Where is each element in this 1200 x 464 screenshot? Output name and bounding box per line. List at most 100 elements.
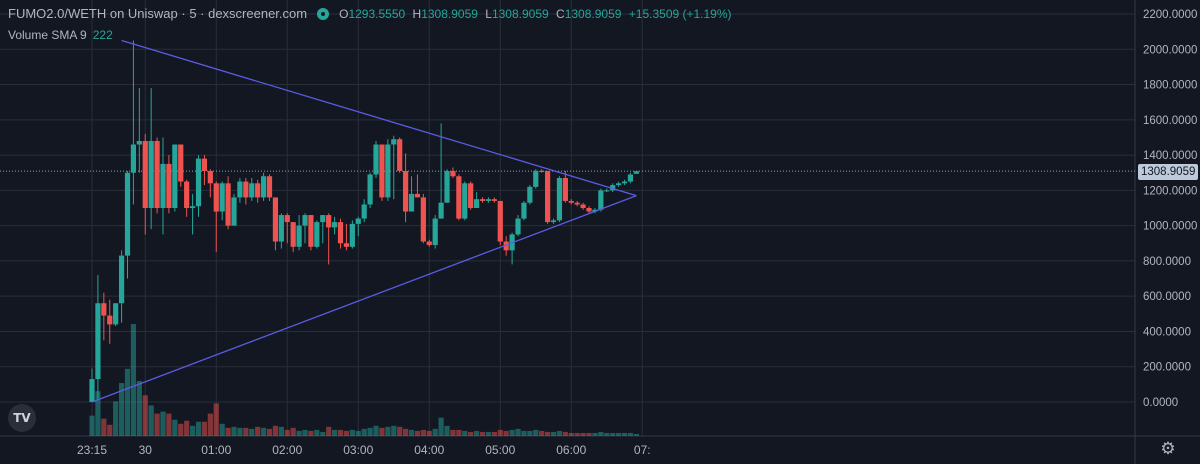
candle-body <box>166 163 172 208</box>
volume-bar <box>290 427 296 436</box>
status-dot-icon[interactable] <box>317 7 330 20</box>
candle-body <box>219 183 225 212</box>
x-tick-label: 03:00 <box>343 443 373 457</box>
candle-body <box>403 170 409 212</box>
volume-bar <box>255 426 261 436</box>
tradingview-logo-icon[interactable]: TV <box>8 404 36 432</box>
volume-bar <box>278 426 284 436</box>
gear-icon[interactable]: ⚙ <box>1160 439 1176 459</box>
volume-bar <box>438 417 444 436</box>
candle-body <box>574 202 580 205</box>
volume-bar <box>533 429 539 436</box>
candle-body <box>272 197 279 242</box>
volume-bar <box>367 427 373 436</box>
candle-body <box>320 215 326 223</box>
candle-body <box>408 193 415 212</box>
x-tick-label: 07: <box>634 443 651 457</box>
volume-bar <box>562 431 568 436</box>
candle-body <box>118 255 125 304</box>
candle-body <box>444 170 450 203</box>
volume-bar <box>616 432 622 436</box>
y-tick-label: 1400.0000 <box>1143 150 1197 162</box>
candle-body <box>432 218 438 246</box>
candle-body <box>296 225 302 247</box>
candle-body <box>503 241 509 251</box>
candle-body <box>604 190 610 192</box>
candle-body <box>178 144 184 182</box>
volume-bar <box>627 432 634 436</box>
volume-bar <box>592 432 598 436</box>
volume-bar <box>101 418 107 436</box>
candle-body <box>225 183 231 226</box>
candle-body <box>556 178 563 221</box>
candle-body <box>616 183 622 186</box>
volume-bar <box>284 429 290 436</box>
symbol-title: FUMO2.0/WETH on Uniswap · 5 · dexscreene… <box>8 6 308 21</box>
candle-body <box>527 186 533 203</box>
y-tick-label: 800.0000 <box>1143 256 1191 268</box>
volume-bar <box>580 432 586 436</box>
volume-bar <box>468 431 474 436</box>
candle-body <box>361 204 367 219</box>
volume-bar <box>237 427 243 436</box>
x-tick-label: 05:00 <box>485 443 515 457</box>
volume-bar <box>556 430 563 436</box>
candle-body <box>207 170 213 184</box>
volume-bar <box>207 413 213 436</box>
volume-bar <box>456 429 462 436</box>
candle-body <box>586 208 592 212</box>
ohlc-readout: O1293.5550 H1308.9059 L1308.9059 C1308.9… <box>339 7 735 21</box>
x-tick-label: 04:00 <box>414 443 444 457</box>
candle-body <box>385 144 391 198</box>
low-value: 1308.9059 <box>491 6 549 21</box>
volume-bar <box>521 430 527 436</box>
volume-bar <box>314 429 320 436</box>
volume-bar <box>243 427 249 436</box>
volume-bar <box>574 432 580 436</box>
volume-bar <box>113 401 119 436</box>
y-tick-label: 1200.0000 <box>1143 185 1197 197</box>
candle-body <box>343 243 350 247</box>
volume-bar <box>166 413 172 436</box>
change-value: +15.3509 (+1.19%) <box>628 6 732 21</box>
volume-bar <box>272 425 279 436</box>
candle-body <box>414 193 421 198</box>
y-tick-label: 0.0000 <box>1143 397 1178 409</box>
volume-bar <box>154 413 160 436</box>
volume-bar <box>420 429 426 436</box>
high-label: H <box>412 6 422 21</box>
y-tick-label: 1800.0000 <box>1143 80 1197 92</box>
candle-body <box>545 170 551 223</box>
candle-body <box>302 215 308 226</box>
volume-bar <box>568 432 574 436</box>
candle-body <box>621 181 628 184</box>
candle-body <box>521 202 527 219</box>
candle-body <box>580 204 586 208</box>
candle-body <box>515 218 521 235</box>
volume-bar <box>308 430 314 436</box>
volume-bar <box>610 432 616 436</box>
volume-bar <box>89 415 95 436</box>
volume-bar <box>225 427 231 436</box>
volume-bar <box>136 381 142 436</box>
candle-body <box>568 200 574 203</box>
candle-body <box>610 185 616 191</box>
volume-bar <box>219 423 225 436</box>
volume-bar <box>160 411 166 436</box>
volume-bar <box>343 430 350 436</box>
x-tick-label: 06:00 <box>556 443 586 457</box>
candle-body <box>266 176 273 198</box>
candle-body <box>391 139 397 145</box>
volume-bar <box>326 426 332 436</box>
candle-body <box>397 139 403 171</box>
candle-body <box>491 199 497 201</box>
candle-body <box>243 181 249 198</box>
volume-bar <box>450 429 456 436</box>
candle-body <box>485 199 492 201</box>
candle-body <box>154 140 160 208</box>
candle-body <box>101 303 107 316</box>
open-value: 1293.5550 <box>348 6 406 21</box>
y-tick-label: 200.0000 <box>1143 362 1191 374</box>
